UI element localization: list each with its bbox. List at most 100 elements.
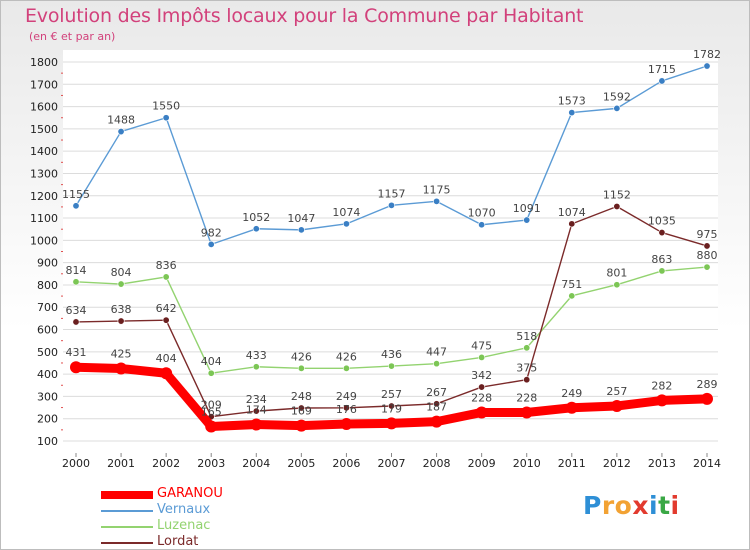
data-point-lordat <box>342 404 350 412</box>
data-point-vernaux <box>703 62 711 70</box>
data-point-vernaux <box>658 77 666 85</box>
data-point-luzenac <box>433 360 441 368</box>
data-label-luzenac: 433 <box>246 349 267 362</box>
data-point-luzenac <box>613 281 621 289</box>
data-point-garanou <box>701 392 713 405</box>
data-point-garanou <box>430 415 443 428</box>
data-point-vernaux <box>478 221 486 229</box>
data-label-lordat: 342 <box>471 369 492 382</box>
legend-label: GARANOU <box>157 486 223 501</box>
data-label-vernaux: 1592 <box>603 90 631 103</box>
data-point-garanou <box>250 418 263 431</box>
y-tick-label: 1400 <box>30 145 58 158</box>
y-tick-label: 800 <box>37 279 58 292</box>
data-label-lordat: 234 <box>246 393 267 406</box>
y-tick-label: 300 <box>37 390 58 403</box>
data-label-vernaux: 1155 <box>62 188 90 201</box>
data-point-luzenac <box>117 280 125 288</box>
data-label-vernaux: 1070 <box>468 207 496 220</box>
data-point-vernaux <box>117 128 125 136</box>
data-label-vernaux: 1052 <box>242 211 270 224</box>
data-point-vernaux <box>162 114 170 122</box>
data-point-vernaux <box>72 202 80 210</box>
x-tick-label: 2004 <box>242 457 270 470</box>
data-point-luzenac <box>658 267 666 275</box>
legend-label: Vernaux <box>157 502 211 517</box>
data-point-luzenac <box>568 292 576 300</box>
chart-title: Evolution des Impôts locaux pour la Comm… <box>25 5 584 27</box>
data-label-vernaux: 1091 <box>513 202 541 215</box>
x-tick-label: 2002 <box>152 457 180 470</box>
data-label-garanou: 249 <box>561 387 582 400</box>
data-point-garanou <box>655 394 668 407</box>
legend-swatch <box>101 491 153 499</box>
data-label-luzenac: 814 <box>66 264 87 277</box>
data-label-garanou: 187 <box>426 401 447 414</box>
x-tick-label: 2007 <box>378 457 406 470</box>
data-point-lordat <box>433 400 441 408</box>
logo-letter: r <box>601 491 615 520</box>
x-tick-label: 2000 <box>62 457 90 470</box>
y-tick-label: 1600 <box>30 101 58 114</box>
x-tick-label: 2011 <box>558 457 586 470</box>
logo-letter: t <box>658 491 671 520</box>
data-label-vernaux: 1175 <box>423 183 451 196</box>
y-tick-label: 1700 <box>30 78 58 91</box>
data-label-luzenac: 426 <box>291 350 312 363</box>
legend-label: Lordat <box>157 534 199 549</box>
data-point-lordat <box>613 202 621 210</box>
y-tick-label: 500 <box>37 346 58 359</box>
data-label-lordat: 1152 <box>603 188 631 201</box>
y-tick-label: 1200 <box>30 190 58 203</box>
data-point-luzenac <box>387 362 395 370</box>
x-tick-label: 2006 <box>332 457 360 470</box>
data-point-lordat <box>297 404 305 412</box>
data-label-luzenac: 751 <box>561 278 582 291</box>
data-point-luzenac <box>72 278 80 286</box>
legend-item-vernaux: Vernaux <box>101 502 321 518</box>
data-point-vernaux <box>207 240 215 248</box>
data-label-vernaux: 982 <box>201 226 222 239</box>
data-point-lordat <box>162 316 170 324</box>
y-tick-label: 700 <box>37 301 58 314</box>
data-label-lordat: 642 <box>156 302 177 315</box>
data-point-vernaux <box>297 226 305 234</box>
data-label-garanou: 404 <box>156 352 177 365</box>
logo-letter: i <box>670 491 680 520</box>
data-label-luzenac: 518 <box>516 330 537 343</box>
data-label-lordat: 1074 <box>558 206 586 219</box>
data-point-vernaux <box>568 109 576 117</box>
data-point-vernaux <box>252 225 260 233</box>
data-label-lordat: 249 <box>336 390 357 403</box>
data-label-garanou: 165 <box>201 406 222 419</box>
data-label-garanou: 282 <box>651 379 672 392</box>
data-label-garanou: 425 <box>111 348 132 361</box>
data-point-luzenac <box>162 273 170 281</box>
data-point-lordat <box>478 383 486 391</box>
data-point-garanou <box>115 362 128 375</box>
data-label-garanou: 169 <box>291 405 312 418</box>
y-tick-label: 1100 <box>30 212 58 225</box>
legend-item-garanou: GARANOU <box>101 486 321 502</box>
data-point-lordat <box>252 407 260 415</box>
data-label-vernaux: 1715 <box>648 63 676 76</box>
logo-letter: i <box>649 491 659 520</box>
data-point-vernaux <box>387 201 395 209</box>
y-tick-label: 100 <box>37 435 58 448</box>
data-point-garanou <box>385 417 398 430</box>
data-label-garanou: 179 <box>381 402 402 415</box>
data-label-luzenac: 475 <box>471 339 492 352</box>
y-tick-label: 1800 <box>30 56 58 69</box>
data-point-luzenac <box>207 369 215 377</box>
data-label-vernaux: 1550 <box>152 100 180 113</box>
data-label-luzenac: 836 <box>156 259 177 272</box>
x-tick-label: 2008 <box>423 457 451 470</box>
proxiti-logo: Proxiti <box>583 491 680 520</box>
data-label-lordat: 638 <box>111 303 132 316</box>
x-tick-label: 2014 <box>693 457 721 470</box>
x-tick-label: 2001 <box>107 457 135 470</box>
legend-item-luzenac: Luzenac <box>101 518 321 534</box>
data-label-luzenac: 436 <box>381 348 402 361</box>
data-point-lordat <box>72 318 80 326</box>
